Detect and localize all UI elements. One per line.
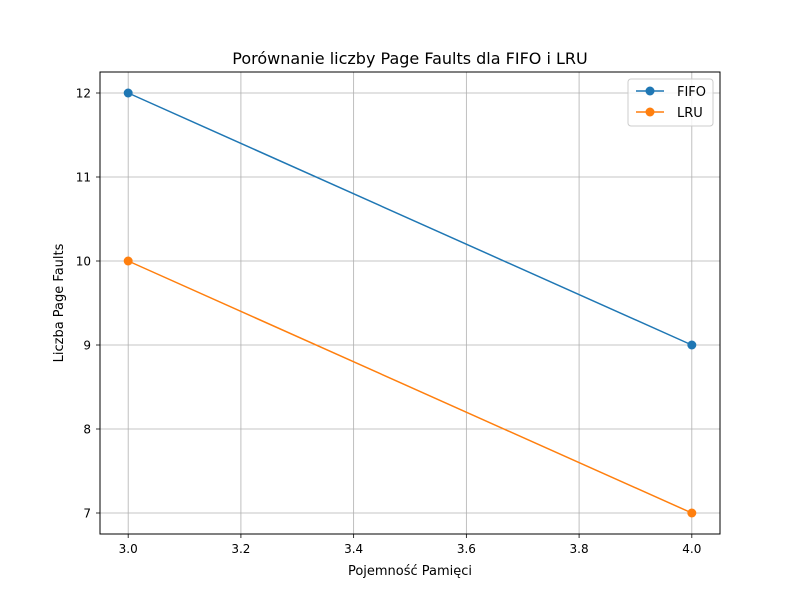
data-point-fifo (123, 88, 133, 98)
chart-title: Porównanie liczby Page Faults dla FIFO i… (232, 49, 587, 68)
data-point-lru (123, 256, 133, 266)
legend-label-fifo: FIFO (677, 85, 706, 100)
y-tick-label: 9 (83, 339, 91, 353)
data-point-lru (687, 508, 697, 518)
x-tick-label: 3.6 (457, 542, 476, 556)
x-axis-label: Pojemność Pamięci (348, 564, 472, 579)
data-point-fifo (687, 340, 697, 350)
series-layer (123, 88, 697, 518)
grid-lines (100, 72, 720, 534)
y-tick-label: 7 (83, 507, 91, 521)
series-line-fifo (127, 92, 693, 346)
x-tick-label: 3.4 (344, 542, 363, 556)
y-tick-label: 10 (76, 255, 91, 269)
x-tick-label: 3.0 (119, 542, 138, 556)
legend-marker-lru (645, 107, 655, 117)
series-line-lru (127, 260, 693, 514)
x-tick-label: 3.2 (231, 542, 250, 556)
x-tick-label: 4.0 (682, 542, 701, 556)
y-tick-label: 12 (76, 87, 91, 101)
x-axis-ticks: 3.0 3.2 3.4 3.6 3.8 4.0 (119, 534, 701, 556)
y-axis-ticks: 7 8 9 10 11 12 (76, 87, 100, 521)
y-tick-label: 11 (76, 171, 91, 185)
legend-label-lru: LRU (677, 106, 703, 121)
legend: FIFO LRU (627, 78, 714, 127)
legend-marker-fifo (645, 86, 655, 96)
plot-frame (99, 71, 721, 535)
y-axis-label: Liczba Page Faults (52, 243, 67, 362)
x-tick-label: 3.8 (570, 542, 589, 556)
y-tick-label: 8 (83, 423, 91, 437)
